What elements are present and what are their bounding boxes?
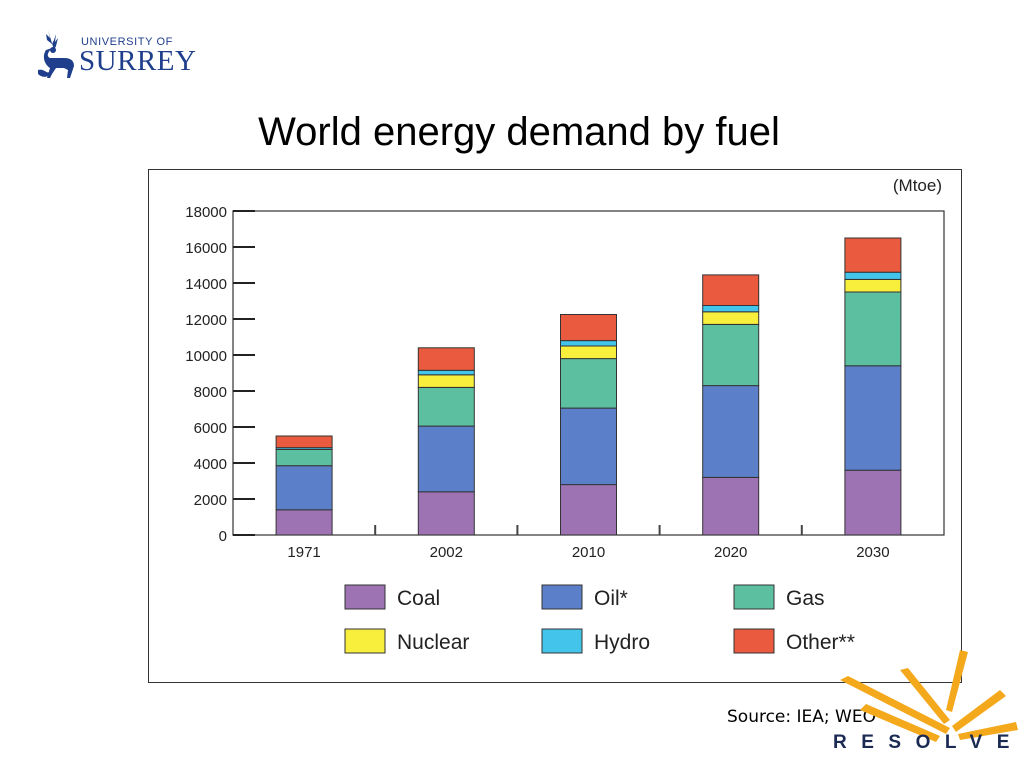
bar-segment-gas	[275, 449, 333, 467]
bar-segment-coal	[844, 469, 902, 536]
bar-segment-coal	[560, 484, 617, 536]
bar-segment-other	[844, 237, 902, 273]
legend-label: Other**	[786, 631, 855, 654]
y-tick-label: 18000	[185, 204, 227, 221]
university-logo: UNIVERSITY OF SURREY	[34, 26, 214, 82]
bar-segment-oil	[417, 425, 475, 493]
bar-segment-coal	[417, 491, 475, 536]
bar-segment-coal	[702, 476, 760, 536]
bar-segment-other	[275, 435, 333, 449]
logo-line1: UNIVERSITY OF	[81, 36, 173, 48]
legend-swatch	[541, 628, 583, 654]
x-tick-label: 2010	[572, 544, 605, 561]
slide-title: World energy demand by fuel	[258, 110, 780, 154]
bar-segment-hydro	[560, 340, 617, 347]
x-tick-label: 2030	[856, 544, 889, 561]
y-tick-label: 0	[219, 528, 227, 545]
y-tick-label: 10000	[185, 348, 227, 365]
legend-label: Hydro	[594, 631, 650, 654]
bar-segment-gas	[702, 323, 760, 387]
y-tick-label: 12000	[185, 312, 227, 329]
legend-swatch	[344, 584, 386, 610]
bar-segment-other	[417, 347, 475, 371]
legend-swatch	[733, 584, 775, 610]
bar-segment-nuclear	[560, 345, 617, 360]
bar-segment-gas	[417, 386, 475, 427]
bar-segment-gas	[560, 358, 617, 409]
y-tick-label: 4000	[194, 456, 227, 473]
bar-segment-hydro	[417, 369, 475, 376]
x-tick-label: 2002	[430, 544, 463, 561]
bar-segment-other	[702, 274, 760, 307]
y-tick-label: 8000	[194, 384, 227, 401]
logo-line2: SURREY	[79, 45, 197, 77]
bar-segment-coal	[275, 509, 333, 536]
y-tick-label: 14000	[185, 276, 227, 293]
bar-segment-nuclear	[417, 374, 475, 388]
sunburst-icon	[840, 650, 1018, 742]
stag-icon	[38, 30, 74, 78]
bar-segment-nuclear	[702, 311, 760, 325]
bar-segment-oil	[275, 465, 333, 511]
bar-segment-oil	[560, 407, 617, 486]
legend-label: Coal	[397, 587, 440, 610]
bar-segment-oil	[844, 365, 902, 471]
x-tick-label: 2020	[714, 544, 747, 561]
stacked-bar-chart: (Mtoe) 0 2000 4000 6000 8000 10000 12000 14000 1…	[185, 176, 945, 654]
bar-segment-nuclear	[844, 278, 902, 293]
y-tick-label: 6000	[194, 420, 227, 437]
legend-swatch	[733, 628, 775, 654]
bar-segment-hydro	[844, 271, 902, 280]
legend-label: Nuclear	[397, 631, 469, 654]
legend-label: Oil*	[594, 587, 628, 610]
x-tick-label: 1971	[287, 544, 320, 561]
bar-segment-other	[560, 314, 617, 342]
y-tick-label: 2000	[194, 492, 227, 509]
resolve-wordmark: RESOLVE	[833, 732, 1024, 753]
legend-label: Gas	[786, 587, 825, 610]
legend-swatch	[344, 628, 386, 654]
unit-label: (Mtoe)	[893, 176, 942, 195]
bar-segment-oil	[702, 385, 760, 478]
source-note: Source: IEA; WEO	[727, 707, 876, 727]
bar-segment-hydro	[702, 305, 760, 313]
legend-swatch	[541, 584, 583, 610]
y-tick-label: 16000	[185, 240, 227, 257]
bar-segment-gas	[844, 291, 902, 367]
